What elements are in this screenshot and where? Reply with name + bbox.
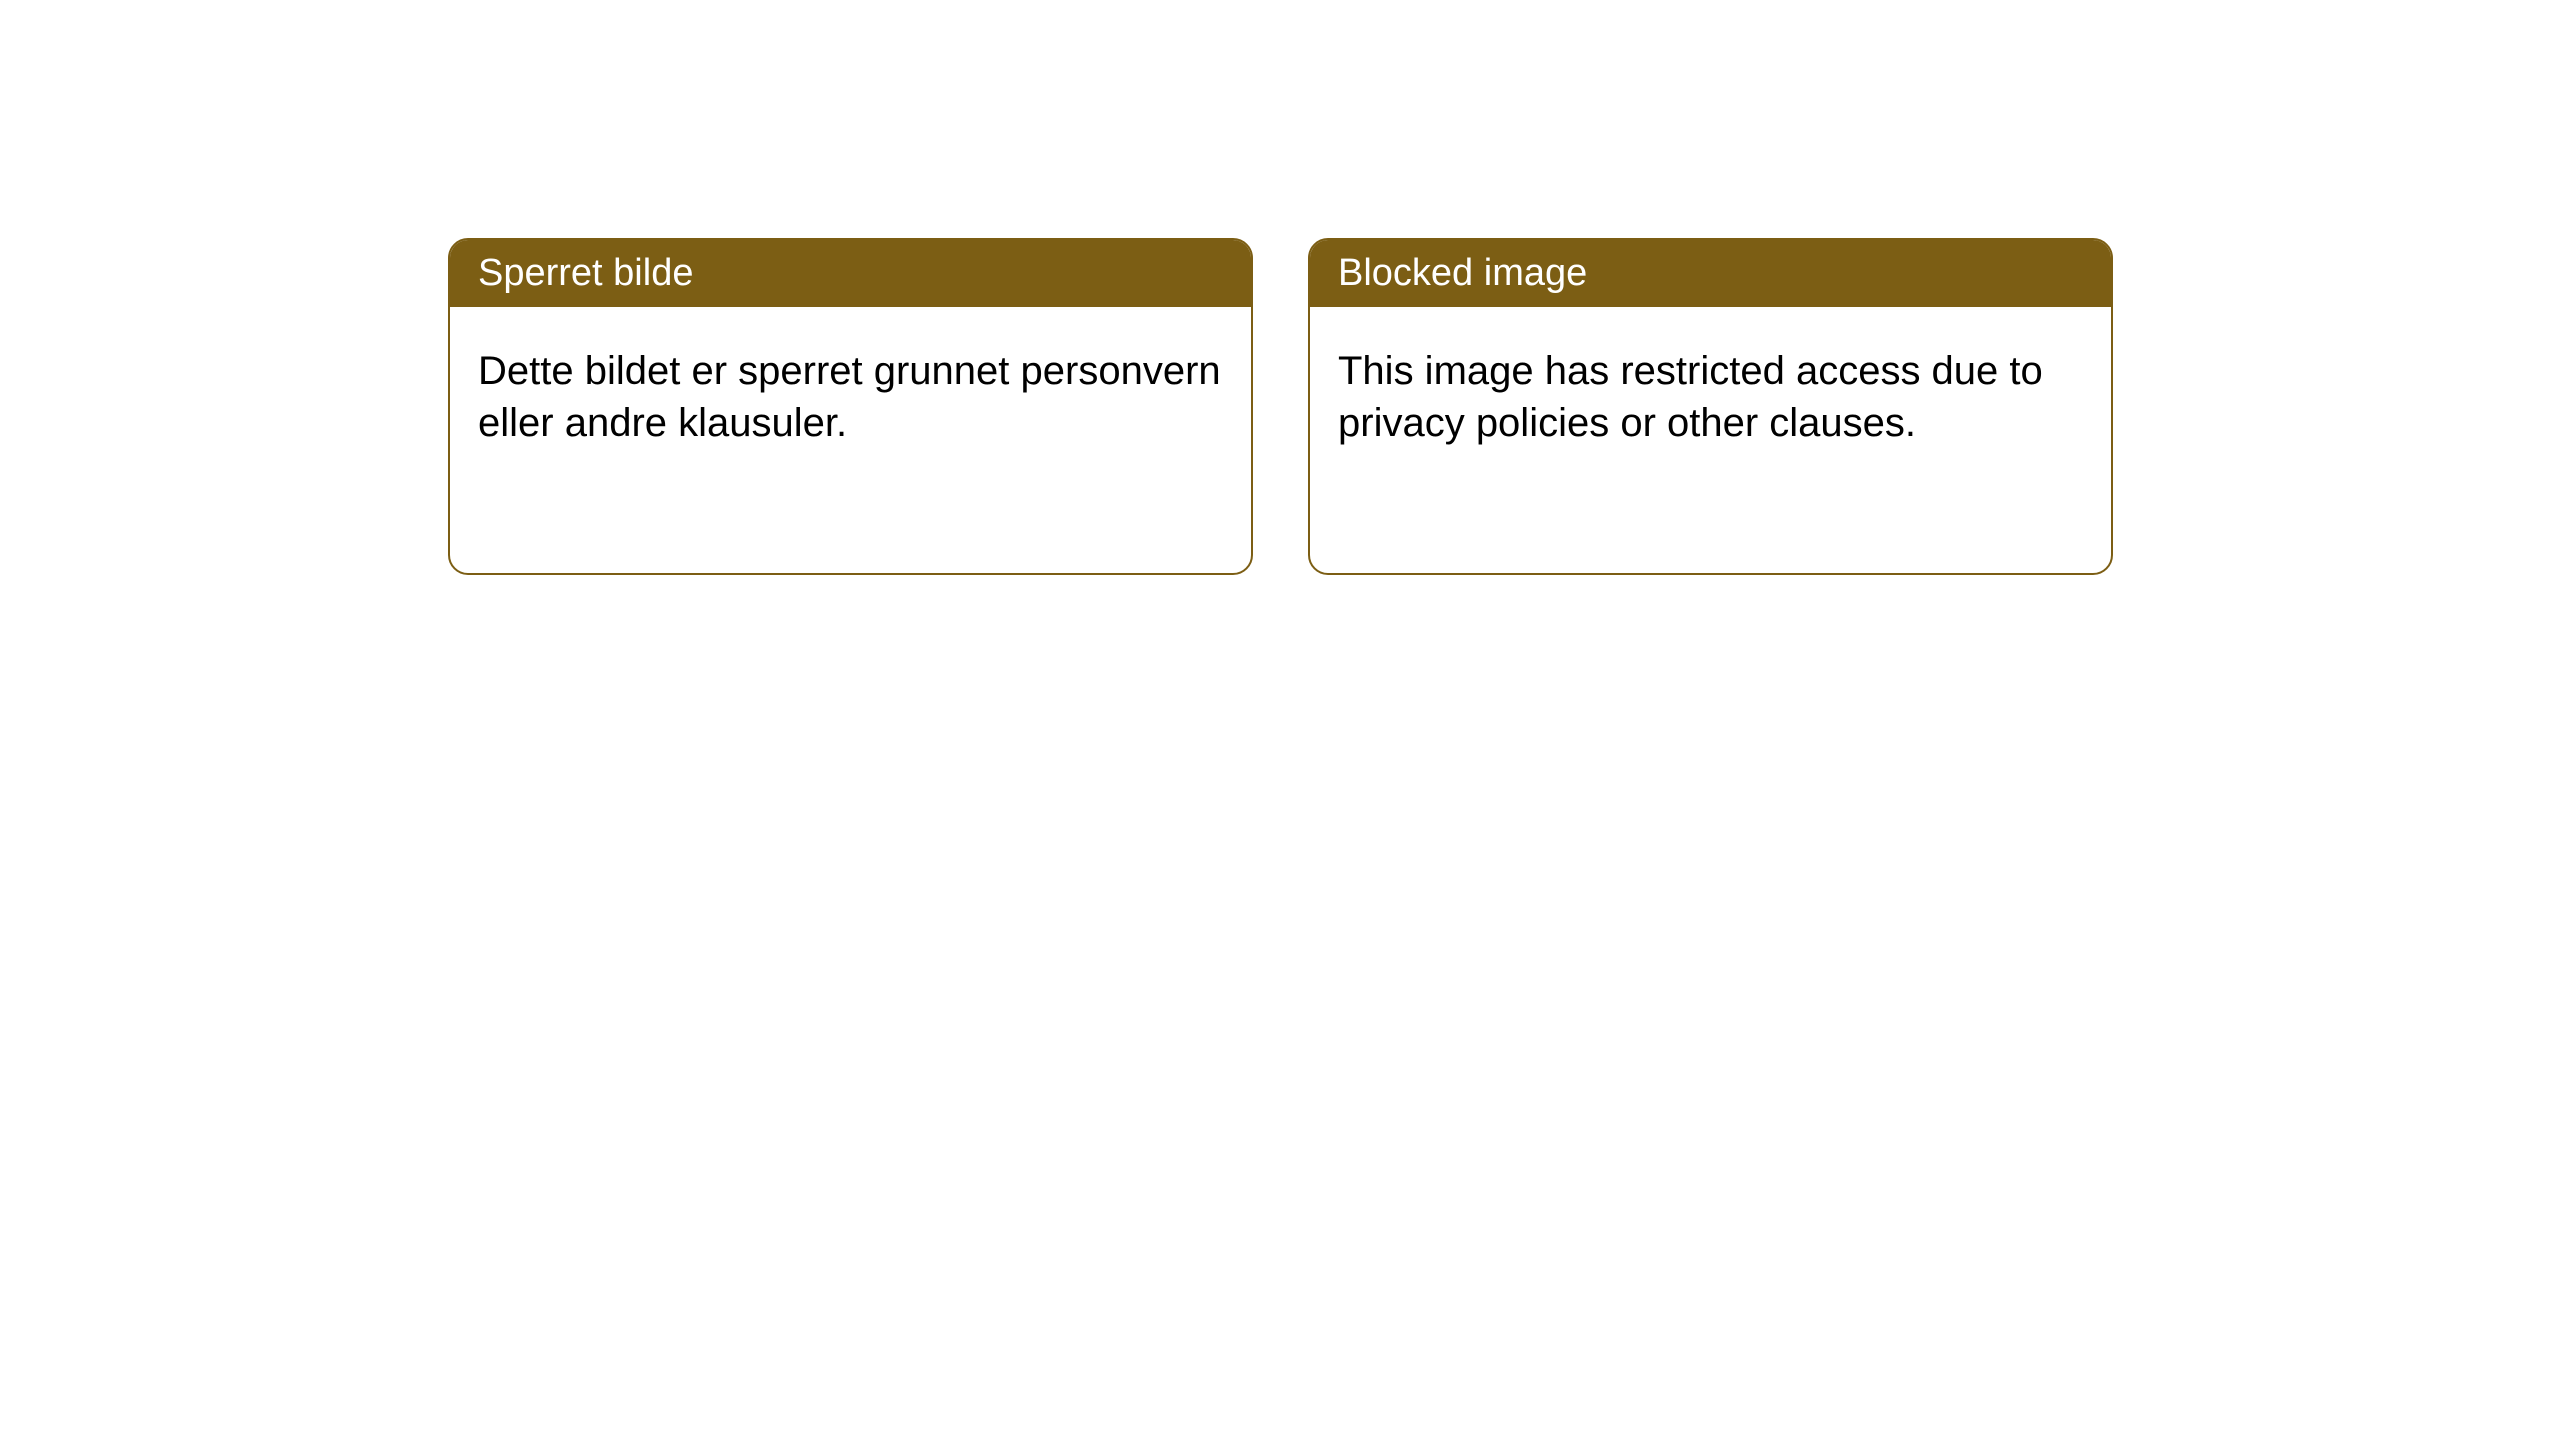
notice-body-text: Dette bildet er sperret grunnet personve… — [478, 349, 1221, 445]
notice-header-text: Blocked image — [1338, 252, 1587, 294]
notice-body: This image has restricted access due to … — [1310, 307, 2111, 488]
notice-header-text: Sperret bilde — [478, 252, 693, 294]
notice-body: Dette bildet er sperret grunnet personve… — [450, 307, 1251, 488]
notice-header: Sperret bilde — [450, 240, 1251, 307]
notice-body-text: This image has restricted access due to … — [1338, 349, 2043, 445]
notice-box-english: Blocked image This image has restricted … — [1308, 238, 2113, 575]
notice-container: Sperret bilde Dette bildet er sperret gr… — [448, 238, 2113, 575]
notice-box-norwegian: Sperret bilde Dette bildet er sperret gr… — [448, 238, 1253, 575]
notice-header: Blocked image — [1310, 240, 2111, 307]
